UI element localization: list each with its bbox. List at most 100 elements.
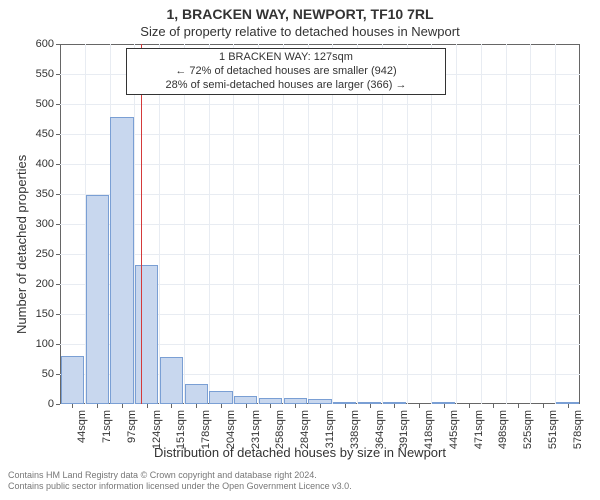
x-tick-label: 498sqm <box>497 410 509 449</box>
x-tick-mark <box>246 404 247 408</box>
x-tick-mark <box>97 404 98 408</box>
x-tick-label: 258sqm <box>274 410 286 449</box>
histogram-bar <box>160 357 183 404</box>
x-tick-label: 311sqm <box>324 410 336 448</box>
histogram-bar <box>234 396 257 404</box>
x-tick-mark <box>543 404 544 408</box>
x-tick-label: 445sqm <box>448 410 460 449</box>
x-tick-label: 525sqm <box>522 410 534 449</box>
x-tick-mark <box>419 404 420 408</box>
y-tick-label: 300 <box>36 218 60 230</box>
grid-line-h <box>60 134 580 135</box>
x-tick-label: 284sqm <box>299 410 311 449</box>
grid-line-v <box>382 44 383 404</box>
x-axis-label: Distribution of detached houses by size … <box>0 445 600 460</box>
grid-line-v <box>233 44 234 404</box>
x-tick-label: 418sqm <box>423 410 435 449</box>
y-tick-label: 600 <box>36 38 60 50</box>
y-tick-label: 500 <box>36 98 60 110</box>
grid-line-v <box>159 44 160 404</box>
chart-container: { "chart": { "type": "histogram", "width… <box>0 0 600 500</box>
y-tick-label: 550 <box>36 68 60 80</box>
x-tick-mark <box>122 404 123 408</box>
grid-line-v <box>555 44 556 404</box>
x-tick-mark <box>295 404 296 408</box>
histogram-bar <box>185 384 208 404</box>
y-tick-label: 50 <box>42 368 60 380</box>
x-tick-label: 178sqm <box>200 410 212 449</box>
x-tick-mark <box>493 404 494 408</box>
callout-line-1: 1 BRACKEN WAY: 127sqm <box>131 51 441 65</box>
x-tick-mark <box>270 404 271 408</box>
x-tick-label: 471sqm <box>473 410 485 449</box>
x-tick-label: 124sqm <box>151 410 163 449</box>
footer-line-2: Contains public sector information licen… <box>8 481 352 492</box>
histogram-bar <box>86 195 109 404</box>
histogram-bar <box>61 356 84 404</box>
y-tick-label: 450 <box>36 128 60 140</box>
histogram-bar <box>209 391 232 404</box>
grid-line-v <box>308 44 309 404</box>
y-tick-label: 100 <box>36 338 60 350</box>
grid-line-v <box>456 44 457 404</box>
histogram-bar <box>110 117 133 404</box>
grid-line-v <box>283 44 284 404</box>
x-tick-mark <box>345 404 346 408</box>
plot-area: 05010015020025030035040045050055060044sq… <box>60 44 580 404</box>
reference-line <box>141 44 142 404</box>
grid-line-v <box>258 44 259 404</box>
x-tick-mark <box>196 404 197 408</box>
y-tick-label: 150 <box>36 308 60 320</box>
x-tick-label: 44sqm <box>76 410 88 443</box>
grid-line-v <box>357 44 358 404</box>
x-tick-mark <box>370 404 371 408</box>
x-tick-mark <box>72 404 73 408</box>
grid-line-v <box>481 44 482 404</box>
grid-line-v <box>506 44 507 404</box>
x-tick-label: 338sqm <box>349 410 361 449</box>
y-tick-label: 200 <box>36 278 60 290</box>
y-tick-label: 0 <box>48 398 60 410</box>
x-tick-mark <box>221 404 222 408</box>
grid-line-v <box>332 44 333 404</box>
x-tick-label: 97sqm <box>126 410 138 443</box>
grid-line-v <box>209 44 210 404</box>
axis-top <box>60 44 580 45</box>
x-tick-mark <box>444 404 445 408</box>
x-tick-mark <box>394 404 395 408</box>
attribution-footer: Contains HM Land Registry data © Crown c… <box>8 470 352 493</box>
x-tick-label: 578sqm <box>572 410 584 449</box>
callout-line-2: ← 72% of detached houses are smaller (94… <box>131 65 441 79</box>
x-tick-mark <box>147 404 148 408</box>
grid-line-h <box>60 194 580 195</box>
chart-subtitle: Size of property relative to detached ho… <box>0 24 600 39</box>
x-tick-mark <box>469 404 470 408</box>
x-tick-label: 231sqm <box>250 410 262 449</box>
callout-line-3: 28% of semi-detached houses are larger (… <box>131 79 441 93</box>
grid-line-v <box>431 44 432 404</box>
x-tick-mark <box>568 404 569 408</box>
histogram-bar <box>135 265 158 404</box>
grid-line-v <box>530 44 531 404</box>
x-tick-label: 151sqm <box>175 410 187 449</box>
x-tick-label: 71sqm <box>101 410 113 443</box>
x-tick-mark <box>171 404 172 408</box>
y-tick-label: 350 <box>36 188 60 200</box>
y-tick-label: 250 <box>36 248 60 260</box>
x-tick-label: 204sqm <box>225 410 237 449</box>
x-tick-label: 551sqm <box>547 410 559 449</box>
y-axis-label: Number of detached properties <box>14 155 29 334</box>
x-tick-label: 364sqm <box>374 410 386 449</box>
x-tick-mark <box>518 404 519 408</box>
x-tick-label: 391sqm <box>398 410 410 449</box>
grid-line-v <box>184 44 185 404</box>
footer-line-1: Contains HM Land Registry data © Crown c… <box>8 470 352 481</box>
callout-box: 1 BRACKEN WAY: 127sqm ← 72% of detached … <box>126 48 446 95</box>
grid-line-h <box>60 164 580 165</box>
grid-line-h <box>60 254 580 255</box>
grid-line-v <box>407 44 408 404</box>
x-tick-mark <box>320 404 321 408</box>
chart-title: 1, BRACKEN WAY, NEWPORT, TF10 7RL <box>0 6 600 22</box>
y-tick-label: 400 <box>36 158 60 170</box>
grid-line-h <box>60 224 580 225</box>
